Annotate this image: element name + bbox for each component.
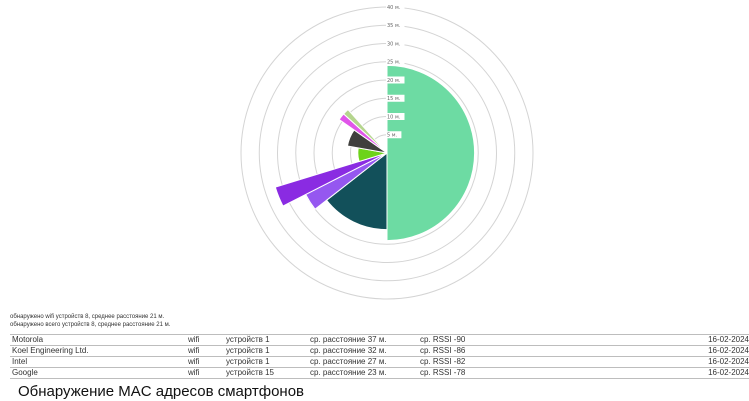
tick-label: 10 м. (387, 114, 401, 120)
wifi-summary: обнаружено wifi устройств 8, среднее рас… (10, 314, 165, 320)
device-distance: ср. расстояние 27 м. (308, 356, 418, 368)
tick-label: 30 м. (387, 41, 401, 47)
tick-label-background (386, 58, 405, 66)
tick-label: 15 м. (387, 96, 401, 102)
tick-label: 40 м. (387, 5, 401, 11)
table-row: Motorola wifi устройств 1 ср. расстояние… (10, 334, 749, 346)
device-count: устройств 1 (224, 356, 308, 368)
tick-label: 25 м. (387, 60, 401, 66)
device-distance: ср. расстояние 37 м. (308, 334, 418, 346)
device-distance: ср. расстояние 32 м. (308, 345, 418, 357)
device-table: Motorola wifi устройств 1 ср. расстояние… (10, 334, 749, 379)
device-count: устройств 15 (224, 367, 308, 379)
device-count: устройств 1 (224, 345, 308, 357)
tick-label: 20 м. (387, 78, 401, 84)
device-rssi: ср. RSSI -86 (418, 345, 542, 357)
tick-label: 35 м. (387, 23, 401, 29)
page-title: Обнаружение MAC адресов смартфонов (18, 383, 305, 400)
chart-segments (274, 64, 476, 242)
table-row: Google wifi устройств 15 ср. расстояние … (10, 367, 749, 379)
tick-label-background (386, 76, 405, 84)
device-rssi: ср. RSSI -90 (418, 334, 542, 346)
chart-segment (342, 108, 388, 154)
tick-label-background (386, 40, 405, 47)
device-date: 16-02-2024 (542, 356, 749, 368)
polar-area-chart: 5 м. 10 м. 15 м. 20 м. 25 м. 30 м. 35 м. 40 м. (240, 3, 534, 300)
device-date: 16-02-2024 (542, 345, 749, 357)
device-date: 16-02-2024 (542, 367, 749, 379)
radial-tick-labels: 5 м. 10 м. 15 м. 20 м. 25 м. 30 м. 35 м. 40 м. (386, 3, 405, 139)
device-name: Koel Engineering Ltd. (10, 345, 186, 357)
device-name: Google (10, 367, 186, 379)
tick-label: 5 м. (387, 133, 398, 139)
device-type: wifi (186, 345, 224, 357)
device-type: wifi (186, 334, 224, 346)
tick-label-background (386, 3, 405, 11)
chart-segment (325, 151, 388, 231)
device-count: устройств 1 (224, 334, 308, 346)
total-summary: обнаружено всего устройств 8, среднее ра… (10, 322, 171, 328)
chart-segment (274, 152, 388, 207)
tick-label-background (386, 94, 405, 102)
tick-label-background (386, 21, 405, 29)
device-name: Intel (10, 356, 186, 368)
device-rssi: ср. RSSI -78 (418, 367, 542, 379)
device-date: 16-02-2024 (542, 334, 749, 346)
device-rssi: ср. RSSI -82 (418, 356, 542, 368)
device-distance: ср. расстояние 23 м. (308, 367, 418, 379)
table-row: Intel wifi устройств 1 ср. расстояние 27… (10, 356, 749, 368)
device-type: wifi (186, 356, 224, 368)
chart-segment (386, 64, 476, 242)
device-name: Motorola (10, 334, 186, 346)
tick-label-background (386, 113, 405, 120)
tick-label-background (386, 131, 402, 139)
table-row: Koel Engineering Ltd. wifi устройств 1 с… (10, 345, 749, 357)
device-type: wifi (186, 367, 224, 379)
